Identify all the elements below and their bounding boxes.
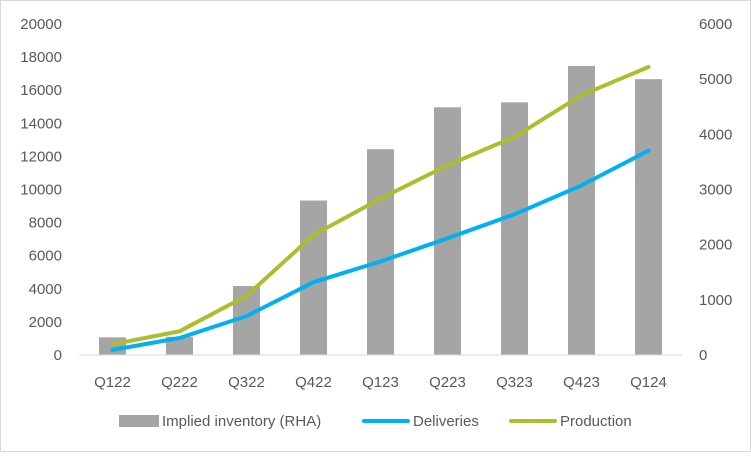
x-tick-label-q422: Q422 — [295, 374, 332, 391]
bar-q124 — [635, 79, 662, 356]
left-tick-label: 0 — [54, 347, 62, 364]
bar-q223 — [434, 107, 461, 355]
left-tick-label: 18000 — [20, 49, 62, 66]
x-tick-label-q123: Q123 — [362, 374, 399, 391]
series-line-production — [110, 65, 651, 347]
x-tick-label-q223: Q223 — [429, 374, 466, 391]
x-tick-label-q322: Q322 — [228, 374, 265, 391]
left-tick-label: 2000 — [29, 314, 62, 331]
legend-label-implied-inventory-rha: Implied inventory (RHA) — [162, 413, 321, 430]
right-tick-label: 2000 — [699, 237, 732, 254]
legend-swatch-implied-inventory-rha — [119, 415, 159, 427]
x-axis-ticks: Q122 Q222 Q322 Q422 Q123 Q223 Q323 Q423 Q124 — [94, 374, 667, 391]
bar-q123 — [367, 149, 394, 355]
right-tick-label: 0 — [699, 347, 707, 364]
x-tick-label-q222: Q222 — [161, 374, 198, 391]
x-tick-label-q423: Q423 — [563, 374, 600, 391]
lines-layer — [110, 65, 651, 352]
left-tick-label: 4000 — [29, 281, 62, 298]
right-tick-label: 3000 — [699, 182, 732, 199]
bar-q222 — [166, 336, 193, 355]
series-line-deliveries — [110, 148, 651, 352]
x-tick-label-q124: Q124 — [630, 374, 667, 391]
left-tick-label: 14000 — [20, 115, 62, 132]
right-tick-label: 1000 — [699, 292, 732, 309]
bar-q423 — [568, 65, 595, 355]
right-tick-label: 5000 — [699, 71, 732, 88]
legend: Implied inventory (RHA) Deliveries Product… — [119, 413, 632, 430]
left-axis-ticks: 0 2000 4000 6000 8000 10000 12000 14000 16000 180… — [20, 16, 62, 364]
right-tick-label: 4000 — [699, 126, 732, 143]
x-tick-label-q323: Q323 — [496, 374, 533, 391]
x-tick-label-q122: Q122 — [94, 374, 131, 391]
right-tick-label: 6000 — [699, 16, 732, 33]
left-tick-label: 6000 — [29, 248, 62, 265]
left-tick-label: 20000 — [20, 16, 62, 33]
left-tick-label: 12000 — [20, 148, 62, 165]
right-axis-ticks: 0 1000 2000 3000 4000 5000 6000 — [699, 16, 732, 364]
left-tick-label: 8000 — [29, 215, 62, 232]
bars-layer — [99, 65, 662, 356]
legend-label-production: Production — [560, 413, 632, 430]
left-tick-label: 16000 — [20, 82, 62, 99]
left-tick-label: 10000 — [20, 182, 62, 199]
bar-q323 — [501, 102, 528, 355]
legend-label-deliveries: Deliveries — [413, 413, 479, 430]
